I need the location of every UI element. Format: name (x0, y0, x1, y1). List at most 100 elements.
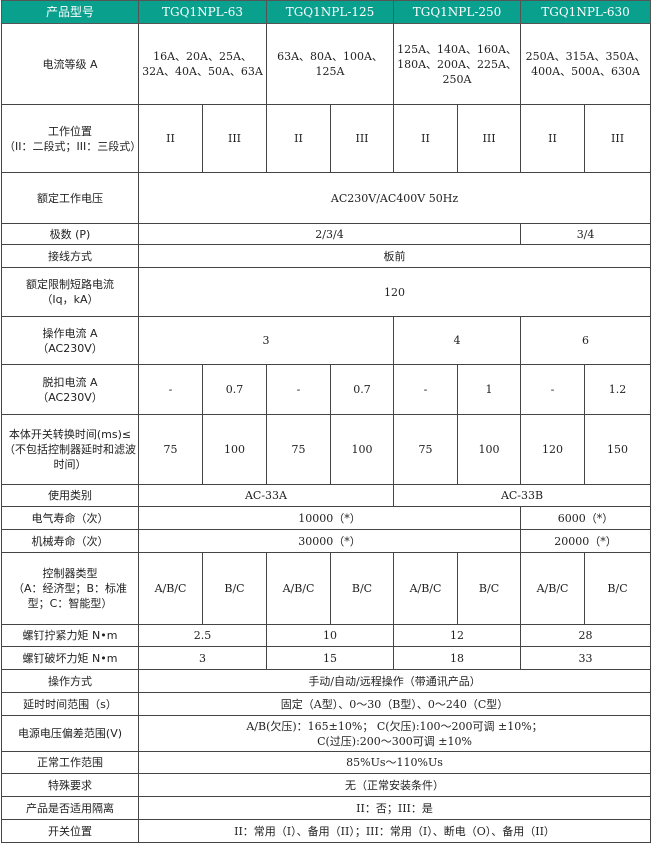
table-cell: 75 (138, 414, 203, 485)
header-row: 产品型号 TGQ1NPL-63 TGQ1NPL-125 TGQ1NPL-250 … (1, 0, 651, 24)
table-cell: 6000（*） (520, 506, 651, 530)
table-cell: 100 (202, 414, 267, 485)
table-cell: 28 (520, 624, 651, 647)
row-label: 使用类别 (1, 484, 139, 507)
table-cell: 150 (584, 414, 651, 485)
table-cell: 85%Us～110%Us (137, 751, 651, 774)
table-cell: 250A、315A、350A、 400A、500A、630A (520, 23, 651, 105)
table-cell: 3 (138, 646, 267, 670)
table-cell: II：常用（I）、备用（II）；III：常用（I）、断电（O）、备用（II） (137, 819, 651, 843)
table-cell: 2/3/4 (137, 223, 522, 245)
row-label: 螺钉拧紧力矩 N•m (1, 624, 139, 647)
row-label: 延时时间范围（s） (1, 692, 139, 716)
row-label: 机械寿命（次） (1, 529, 139, 553)
table-cell: B/C (329, 552, 395, 625)
table-cell: II (520, 104, 586, 173)
table-cell: B/C (457, 552, 522, 625)
table-cell: 10 (265, 624, 395, 647)
table-cell: III (584, 104, 651, 173)
row-label: 本体开关转换时间(ms)≤（不包括控制器延时和滤波时间） (1, 414, 139, 485)
table-row: 工作位置 （II：二段式；III：三段式） II III II III II III II II… (1, 104, 651, 173)
table-cell: AC-33A (137, 484, 395, 507)
table-cell: 1.2 (584, 364, 651, 415)
table-cell: 手动/自动/远程操作（带通讯产品） (137, 669, 651, 693)
table-cell: 100 (329, 414, 395, 485)
table-cell: AC230V/AC400V 50Hz (137, 172, 651, 224)
table-cell: 4 (393, 316, 522, 365)
header-label: 产品型号 (1, 0, 139, 24)
table-row: 使用类别 AC-33A AC-33B (1, 484, 651, 507)
table-row: 产品是否适用隔离 II：否；III：是 (1, 796, 651, 820)
table-row: 电气寿命（次） 10000（*） 6000（*） (1, 506, 651, 530)
table-cell: II (138, 104, 203, 173)
row-label: 极数 (P) (1, 223, 139, 245)
row-label: 额定工作电压 (1, 172, 139, 224)
table-cell: 2.5 (138, 624, 267, 647)
model-header: TGQ1NPL-63 (138, 0, 267, 24)
table-cell: 75 (393, 414, 459, 485)
model-header: TGQ1NPL-630 (520, 0, 651, 24)
table-cell: 0.7 (202, 364, 267, 415)
table-cell: 33 (520, 646, 651, 670)
table-cell: B/C (584, 552, 651, 625)
row-label: 工作位置 （II：二段式；III：三段式） (1, 104, 141, 173)
table-cell: AC-33B (393, 484, 651, 507)
table-cell: 20000（*） (520, 529, 651, 553)
row-label: 开关位置 (1, 819, 139, 843)
table-row: 电源电压偏差范围(V) A/B(欠压)：165±10%； C(欠压):100～20… (1, 715, 651, 752)
table-cell: - (393, 364, 459, 415)
table-cell: A/B/C (266, 552, 331, 625)
row-label: 正常工作范围 (1, 751, 139, 774)
table-cell: A/B/C (393, 552, 459, 625)
table-row: 开关位置 II：常用（I）、备用（II）；III：常用（I）、断电（O）、备用（I… (1, 819, 651, 843)
table-cell: - (138, 364, 203, 415)
table-cell: II：否；III：是 (137, 796, 651, 820)
model-header: TGQ1NPL-125 (265, 0, 395, 24)
table-cell: III (329, 104, 395, 173)
table-row: 特殊要求 无（正常安装条件） (1, 773, 651, 797)
table-row: 脱扣电流 A （AC230V） -0.7-0.7-1-1.2 (1, 364, 651, 415)
table-cell: 63A、80A、100A、 125A (265, 23, 395, 105)
table-row: 额定限制短路电流 （Iq，kA） 120 (1, 267, 651, 317)
table-cell: B/C (202, 552, 267, 625)
row-label: 电气寿命（次） (1, 506, 139, 530)
table-cell: 15 (265, 646, 395, 670)
row-label: 接线方式 (1, 244, 139, 268)
row-label: 脱扣电流 A （AC230V） (1, 364, 139, 415)
table-row: 操作方式 手动/自动/远程操作（带通讯产品） (1, 669, 651, 693)
table-row: 正常工作范围 85%Us～110%Us (1, 751, 651, 774)
table-row: 本体开关转换时间(ms)≤（不包括控制器延时和滤波时间） 75 100 75 100 75… (1, 414, 651, 485)
table-cell: 16A、20A、25A、 32A、40A、50A、63A (138, 23, 267, 105)
row-label: 电源电压偏差范围(V) (1, 715, 139, 752)
table-row: 电流等级 A 16A、20A、25A、 32A、40A、50A、63A 63A、80… (1, 23, 651, 105)
table-cell: 18 (393, 646, 522, 670)
table-cell: 3 (137, 316, 395, 365)
table-cell: A/B(欠压)：165±10%； C(欠压):100～200可调 ±10%； C… (137, 715, 651, 752)
table-row: 接线方式 板前 (1, 244, 651, 268)
row-label: 螺钉破坏力矩 N•m (1, 646, 139, 670)
row-label: 额定限制短路电流 （Iq，kA） (1, 267, 139, 317)
table-cell: A/B/C (138, 552, 203, 625)
table-cell: - (520, 364, 586, 415)
table-cell: 无（正常安装条件） (137, 773, 651, 797)
row-label: 电流等级 A (1, 23, 139, 105)
model-header: TGQ1NPL-250 (393, 0, 522, 24)
table-cell: 75 (266, 414, 331, 485)
table-row: 控制器类型 （A：经济型；B：标准型；C：智能型） A/B/C B/C A/B/C B/… (1, 552, 651, 625)
table-cell: - (266, 364, 331, 415)
table-cell: 100 (457, 414, 522, 485)
table-cell: 固定（A型）、0～30（B型）、0～240（C型） (137, 692, 651, 716)
table-cell: 12 (393, 624, 522, 647)
table-cell: 125A、140A、160A、 180A、200A、225A、 250A (393, 23, 522, 105)
row-label: 控制器类型 （A：经济型；B：标准型；C：智能型） (1, 552, 139, 625)
table-cell: 3/4 (520, 223, 651, 245)
table-cell: III (457, 104, 522, 173)
table-row: 操作电流 A （AC230V） 3 4 6 (1, 316, 651, 365)
table-cell: 10000（*） (137, 506, 522, 530)
table-row: 螺钉拧紧力矩 N•m 2.5 10 12 28 (1, 624, 651, 647)
table-row: 额定工作电压 AC230V/AC400V 50Hz (1, 172, 651, 224)
table-cell: 板前 (137, 244, 651, 268)
table-cell: II (393, 104, 459, 173)
table-cell: 120 (520, 414, 586, 485)
